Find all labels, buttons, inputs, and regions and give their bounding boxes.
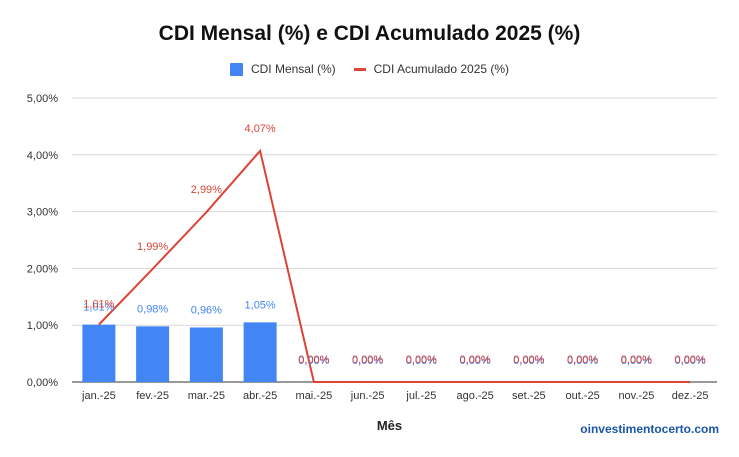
line-data-label: 0,00% (621, 354, 652, 366)
line-data-label: 4,07% (245, 123, 276, 135)
legend-item-cdi-mensal[interactable]: CDI Mensal (%) (229, 62, 336, 76)
watermark: oinvestimentocerto.com (580, 422, 719, 436)
line-cdi-acumulado (98, 148, 691, 383)
legend-swatch-line (353, 67, 366, 71)
x-tick-label: ago.-25 (456, 390, 493, 402)
bar-data-label: 0,00% (460, 355, 491, 367)
legend-swatch-bar (229, 62, 243, 76)
bar-cdi-mensal (243, 322, 277, 382)
line-data-label: 1,01% (83, 299, 114, 311)
y-tick-label: 3,00% (27, 207, 58, 219)
y-tick-label: 2,00% (27, 263, 58, 275)
bar-data-label: 0,98% (137, 303, 168, 315)
x-tick-label: mai.-25 (296, 390, 333, 402)
x-axis-title: Mês (376, 418, 403, 433)
bar-data-label: 0,00% (675, 355, 706, 367)
bar-data-label: 0,96% (191, 304, 222, 316)
x-tick-label: out.-25 (566, 390, 600, 402)
legend-item-cdi-acumulado[interactable]: CDI Acumulado 2025 (%) (353, 62, 510, 76)
x-tick-label: abr.-25 (243, 390, 277, 402)
bar-data-label: 1,01% (83, 302, 114, 314)
line-data-label: 0,00% (406, 354, 437, 366)
bar-cdi-mensal (189, 327, 223, 382)
bar-data-label: 0,00% (567, 355, 598, 367)
bar-data-label: 0,00% (406, 355, 437, 367)
y-tick-label: 0,00% (27, 377, 58, 389)
bar-data-label: 0,00% (352, 355, 383, 367)
x-tick-label: nov.-25 (618, 390, 654, 402)
line-data-label: 0,00% (513, 354, 544, 366)
chart-title: CDI Mensal (%) e CDI Acumulado 2025 (%) (158, 22, 581, 45)
line-data-label: 1,99% (137, 241, 168, 253)
bar-data-label: 0,00% (298, 355, 329, 367)
y-tick-label: 1,00% (27, 320, 58, 332)
bar-cdi-mensal (82, 324, 116, 382)
legend: CDI Mensal (%) CDI Acumulado 2025 (%) (0, 62, 739, 76)
x-tick-label: jan.-25 (81, 390, 116, 402)
x-tick-label: fev.-25 (136, 390, 169, 402)
line-data-label: 0,00% (298, 354, 329, 366)
x-tick-label: dez.-25 (672, 390, 709, 402)
x-tick-label: jul.-25 (405, 390, 436, 402)
bar-data-label: 0,00% (621, 355, 652, 367)
bar-data-label: 0,00% (513, 355, 544, 367)
legend-label-cdi-acumulado: CDI Acumulado 2025 (%) (373, 62, 510, 76)
y-tick-label: 5,00% (27, 93, 58, 105)
line-data-label: 0,00% (460, 354, 491, 366)
line-data-label: 2,99% (191, 184, 222, 196)
legend-label-cdi-mensal: CDI Mensal (%) (250, 62, 336, 76)
y-tick-label: 4,00% (27, 150, 58, 162)
x-tick-label: mar.-25 (188, 390, 225, 402)
x-tick-label: set.-25 (512, 390, 546, 402)
line-data-label: 0,00% (352, 354, 383, 366)
x-tick-label: jun.-25 (350, 390, 385, 402)
bar-cdi-mensal (136, 326, 170, 382)
line-data-label: 0,00% (567, 354, 598, 366)
bar-data-label: 1,05% (245, 299, 276, 311)
line-data-label: 0,00% (675, 354, 706, 366)
